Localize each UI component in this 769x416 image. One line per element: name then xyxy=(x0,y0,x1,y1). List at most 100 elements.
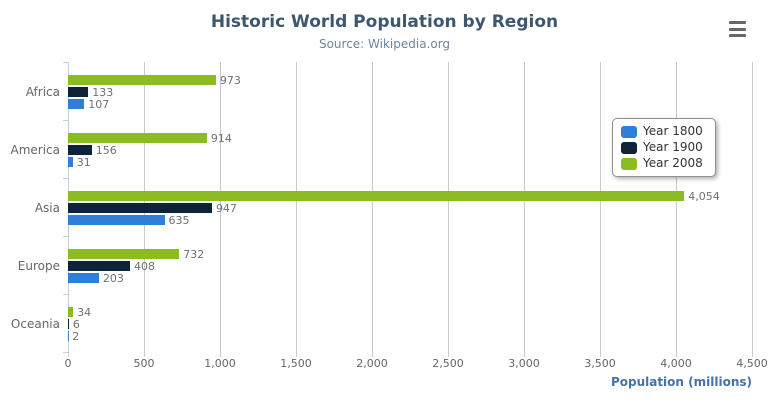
bar-group-row: 34 xyxy=(68,305,752,319)
bar-group-row: 133 xyxy=(68,85,752,99)
bar-year-1900-europe[interactable] xyxy=(68,261,131,271)
chart-title: Historic World Population by Region xyxy=(210,12,559,32)
bar-year-1900-america[interactable] xyxy=(68,145,92,155)
x-axis-tick xyxy=(220,352,221,357)
gridline xyxy=(220,62,221,352)
x-axis-tick-label: 4,000 xyxy=(660,357,692,370)
x-axis-tick xyxy=(144,352,145,357)
bar-year-1900-asia[interactable] xyxy=(68,203,212,213)
x-axis-tick xyxy=(752,352,753,357)
bar-value-label: 914 xyxy=(210,131,232,145)
legend-label: Year 2008 xyxy=(643,156,703,170)
bar-year-1800-africa[interactable] xyxy=(68,99,85,109)
legend-label: Year 1800 xyxy=(643,124,703,138)
gridline xyxy=(600,62,601,352)
legend-item-year-1900[interactable]: Year 1900 xyxy=(621,140,703,155)
category-label: Europe xyxy=(17,259,60,273)
x-axis-tick-label: 3,500 xyxy=(584,357,616,370)
category-row: Africa 973 133 107 xyxy=(26,62,752,120)
legend-label: Year 1900 xyxy=(643,140,703,154)
category-label: Africa xyxy=(25,85,60,99)
bar-year-1900-oceania[interactable] xyxy=(68,319,69,329)
bar-value-label: 4,054 xyxy=(688,189,720,203)
legend-swatch xyxy=(621,141,637,154)
gridline xyxy=(524,62,525,352)
gridline xyxy=(676,62,677,352)
bar-year-2008-africa[interactable] xyxy=(68,75,216,85)
category-label: America xyxy=(10,143,61,157)
bar-value-label: 635 xyxy=(168,213,190,227)
category-axis-tick xyxy=(63,236,68,237)
x-axis-title: Population (millions) xyxy=(610,375,752,389)
gridline xyxy=(296,62,297,352)
bar-value-label: 2 xyxy=(72,329,80,343)
bar-value-label: 732 xyxy=(183,247,205,261)
legend-swatch xyxy=(621,157,637,170)
x-axis-tick xyxy=(68,352,69,357)
bar-value-label: 947 xyxy=(215,201,237,215)
x-axis-tick-label: 1,000 xyxy=(204,357,236,370)
bar-group-row: 635 xyxy=(68,213,752,227)
category-row: Asia 4,054 947 635 xyxy=(35,178,752,236)
category-axis-tick xyxy=(63,294,68,295)
bar-value-label: 408 xyxy=(134,259,156,273)
x-axis-tick-label: 2,500 xyxy=(432,357,464,370)
bar-year-1900-africa[interactable] xyxy=(68,87,89,97)
bar-value-label: 31 xyxy=(76,155,91,169)
bar-group-row: 947 xyxy=(68,201,752,215)
x-axis-tick xyxy=(676,352,677,357)
bar-group-row: 2 xyxy=(68,329,752,343)
bar-value-label: 973 xyxy=(219,73,241,87)
bar-year-2008-europe[interactable] xyxy=(68,249,180,259)
x-axis-tick-label: 1,500 xyxy=(280,357,312,370)
legend-swatch xyxy=(621,125,637,138)
gridline xyxy=(752,62,753,352)
category-label: Asia xyxy=(34,201,60,215)
x-axis-tick xyxy=(448,352,449,357)
x-axis-tick-label: 0 xyxy=(64,357,72,370)
bar-year-2008-oceania[interactable] xyxy=(68,307,74,317)
hamburger-bar xyxy=(729,21,746,24)
bar-year-1800-america[interactable] xyxy=(68,157,73,167)
bar-value-label: 156 xyxy=(95,143,117,157)
bar-group-row: 732 xyxy=(68,247,752,261)
bar-value-label: 6 xyxy=(72,317,80,331)
bar-group-row: 203 xyxy=(68,271,752,285)
bar-year-2008-america[interactable] xyxy=(68,133,207,143)
bar-year-1800-asia[interactable] xyxy=(68,215,165,225)
hamburger-icon[interactable] xyxy=(729,21,746,37)
bar-year-1800-europe[interactable] xyxy=(68,273,99,283)
x-axis-tick-label: 2,000 xyxy=(356,357,388,370)
category-axis-tick xyxy=(63,352,68,353)
x-axis-tick-label: 500 xyxy=(133,357,155,370)
hamburger-bar xyxy=(729,34,746,37)
category-row: Europe 732 408 203 xyxy=(18,236,752,294)
bar-group-row: 6 xyxy=(68,317,752,331)
bar-group-row: 914 xyxy=(68,131,752,145)
bar-value-label: 34 xyxy=(77,305,92,319)
plot-area: Population (millions) 0 500 1,000 1,500 2,00… xyxy=(11,62,768,389)
x-axis-tick-label: 3,000 xyxy=(508,357,540,370)
bar-group-row: 408 xyxy=(68,259,752,273)
category-row: America 914 156 31 xyxy=(11,120,752,178)
x-axis-tick xyxy=(296,352,297,357)
bar-value-label: 203 xyxy=(102,271,124,285)
gridline xyxy=(372,62,373,352)
gridline xyxy=(448,62,449,352)
x-axis-tick xyxy=(524,352,525,357)
chart-subtitle: Source: Wikipedia.org xyxy=(318,37,451,51)
bar-value-label: 133 xyxy=(92,85,114,99)
category-axis-tick xyxy=(63,178,68,179)
bar-group-row: 31 xyxy=(68,155,752,169)
bar-group-row: 973 xyxy=(68,73,752,87)
legend: Year 1800 Year 1900 Year 2008 xyxy=(612,118,716,177)
x-axis-tick xyxy=(372,352,373,357)
bar-year-2008-asia[interactable] xyxy=(68,191,685,201)
category-row: Oceania 34 6 2 xyxy=(11,294,752,352)
x-axis-tick xyxy=(600,352,601,357)
bar-group-row: 4,054 xyxy=(68,189,752,203)
category-axis-tick xyxy=(63,62,68,63)
legend-item-year-1800[interactable]: Year 1800 xyxy=(621,124,703,139)
legend-item-year-2008[interactable]: Year 2008 xyxy=(621,156,703,171)
